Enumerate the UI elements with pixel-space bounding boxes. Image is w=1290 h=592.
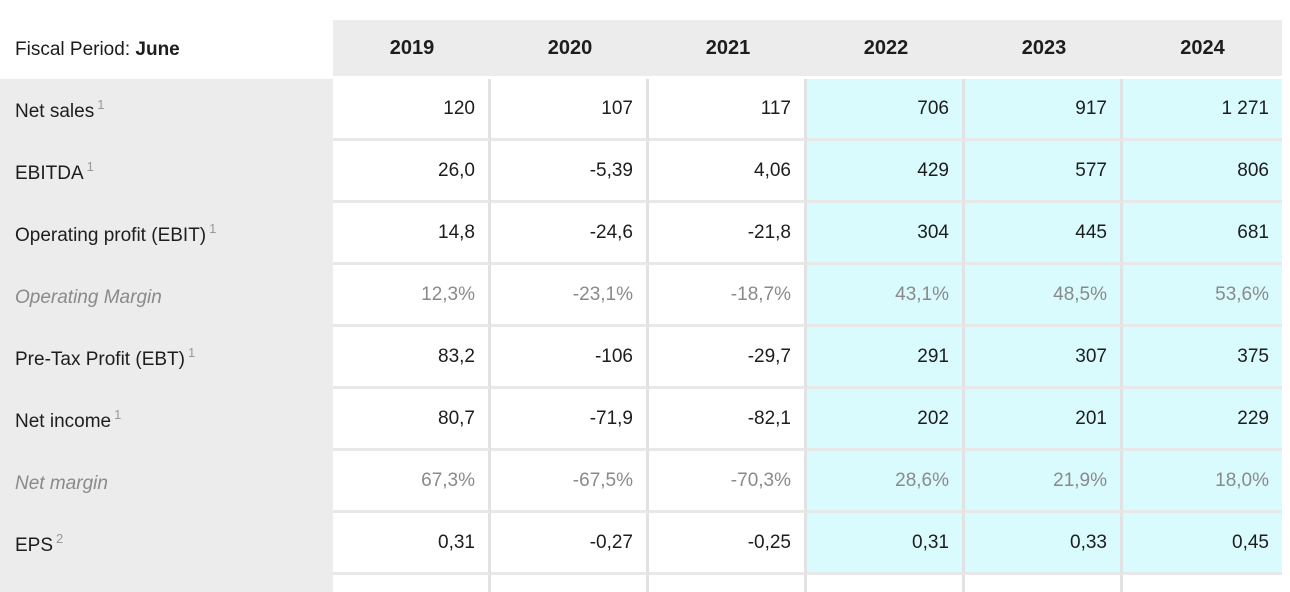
row-net-income: Net income 1 80,7 -71,9 -82,1 202 201 229: [0, 389, 1282, 451]
footnote-marker: 1: [86, 159, 94, 174]
value-cell: 307: [965, 327, 1123, 389]
row-ebitda: EBITDA 1 26,0 -5,39 4,06 429 577 806: [0, 141, 1282, 203]
financials-table: Fiscal Period: June 2019 2020 2021 2022 …: [0, 20, 1282, 592]
value-cell: 107: [491, 79, 649, 141]
value-cell: 0,33: [965, 513, 1123, 575]
value-cell: 120: [333, 79, 491, 141]
value-cell: 53,6%: [1123, 265, 1282, 327]
value-cell: 48,5%: [965, 265, 1123, 327]
value-cell: 0,31: [807, 513, 965, 575]
value-cell: 80,7: [333, 389, 491, 451]
row-label: Net income 1: [0, 389, 333, 451]
header-row: Fiscal Period: June 2019 2020 2021 2022 …: [0, 20, 1282, 79]
value-cell: [491, 575, 649, 592]
value-cell: 18,0%: [1123, 451, 1282, 513]
row-label: Pre-Tax Profit (EBT) 1: [0, 327, 333, 389]
row-label-text: Net income: [15, 411, 112, 432]
value-cell: [807, 575, 965, 592]
value-cell: 0,31: [333, 513, 491, 575]
row-label: Operating Margin: [0, 265, 333, 327]
value-cell: 26,0: [333, 141, 491, 203]
row-label-text: Operating Margin: [15, 287, 162, 308]
value-cell: 201: [965, 389, 1123, 451]
row-operating-profit: Operating profit (EBIT) 1 14,8 -24,6 -21,…: [0, 203, 1282, 265]
footnote-marker: 1: [187, 345, 196, 360]
fiscal-period-header: Fiscal Period: June: [0, 20, 333, 79]
column-header-2023: 2023: [965, 20, 1123, 79]
column-header-2021: 2021: [649, 20, 807, 79]
column-header-2019: 2019: [333, 20, 491, 79]
value-cell: -21,8: [649, 203, 807, 265]
column-header-2022: 2022: [807, 20, 965, 79]
row-label-text: Net margin: [15, 473, 108, 494]
value-cell: 375: [1123, 327, 1282, 389]
column-header-2024: 2024: [1123, 20, 1282, 79]
row-label-text: Net sales: [15, 101, 95, 122]
row-label: Net sales 1: [0, 79, 333, 141]
row-partial-cutoff: [0, 575, 1282, 592]
value-cell: 43,1%: [807, 265, 965, 327]
row-label-text: Pre-Tax Profit (EBT): [15, 349, 185, 370]
value-cell: [965, 575, 1123, 592]
value-cell: 4,06: [649, 141, 807, 203]
value-cell: 117: [649, 79, 807, 141]
fiscal-period-label: Fiscal Period:: [15, 38, 131, 60]
value-cell: 21,9%: [965, 451, 1123, 513]
value-cell: -5,39: [491, 141, 649, 203]
value-cell: [649, 575, 807, 592]
row-eps: EPS 2 0,31 -0,27 -0,25 0,31 0,33 0,45: [0, 513, 1282, 575]
row-label: Operating profit (EBIT) 1: [0, 203, 333, 265]
value-cell: 83,2: [333, 327, 491, 389]
value-cell: 229: [1123, 389, 1282, 451]
value-cell: -0,27: [491, 513, 649, 575]
value-cell: 681: [1123, 203, 1282, 265]
row-label: [0, 575, 333, 592]
value-cell: 304: [807, 203, 965, 265]
row-label: EPS 2: [0, 513, 333, 575]
row-label-text: EBITDA: [15, 163, 84, 184]
value-cell: -106: [491, 327, 649, 389]
footnote-marker: 1: [114, 407, 122, 422]
value-cell: 577: [965, 141, 1123, 203]
value-cell: -67,5%: [491, 451, 649, 513]
value-cell: -29,7: [649, 327, 807, 389]
row-pretax-profit: Pre-Tax Profit (EBT) 1 83,2 -106 -29,7 29…: [0, 327, 1282, 389]
value-cell: 202: [807, 389, 965, 451]
column-header-2020: 2020: [491, 20, 649, 79]
value-cell: 917: [965, 79, 1123, 141]
value-cell: 0,45: [1123, 513, 1282, 575]
value-cell: 14,8: [333, 203, 491, 265]
value-cell: -23,1%: [491, 265, 649, 327]
value-cell: 429: [807, 141, 965, 203]
value-cell: 445: [965, 203, 1123, 265]
value-cell: 67,3%: [333, 451, 491, 513]
value-cell: [333, 575, 491, 592]
footnote-marker: 1: [209, 221, 217, 236]
value-cell: -71,9: [491, 389, 649, 451]
row-label: EBITDA 1: [0, 141, 333, 203]
value-cell: 291: [807, 327, 965, 389]
fiscal-period-value: June: [135, 38, 180, 60]
value-cell: -82,1: [649, 389, 807, 451]
value-cell: -24,6: [491, 203, 649, 265]
row-operating-margin: Operating Margin 12,3% -23,1% -18,7% 43,…: [0, 265, 1282, 327]
row-net-sales: Net sales 1 120 107 117 706 917 1 271: [0, 79, 1282, 141]
row-label: Net margin: [0, 451, 333, 513]
footnote-marker: 1: [97, 97, 105, 112]
row-net-margin: Net margin 67,3% -67,5% -70,3% 28,6% 21,…: [0, 451, 1282, 513]
value-cell: 806: [1123, 141, 1282, 203]
value-cell: -18,7%: [649, 265, 807, 327]
value-cell: 12,3%: [333, 265, 491, 327]
value-cell: 28,6%: [807, 451, 965, 513]
row-label-text: Operating profit (EBIT): [15, 225, 207, 246]
value-cell: 1 271: [1123, 79, 1282, 141]
value-cell: -0,25: [649, 513, 807, 575]
value-cell: -70,3%: [649, 451, 807, 513]
value-cell: [1123, 575, 1282, 592]
footnote-marker: 2: [56, 531, 64, 546]
value-cell: 706: [807, 79, 965, 141]
row-label-text: EPS: [15, 535, 54, 556]
